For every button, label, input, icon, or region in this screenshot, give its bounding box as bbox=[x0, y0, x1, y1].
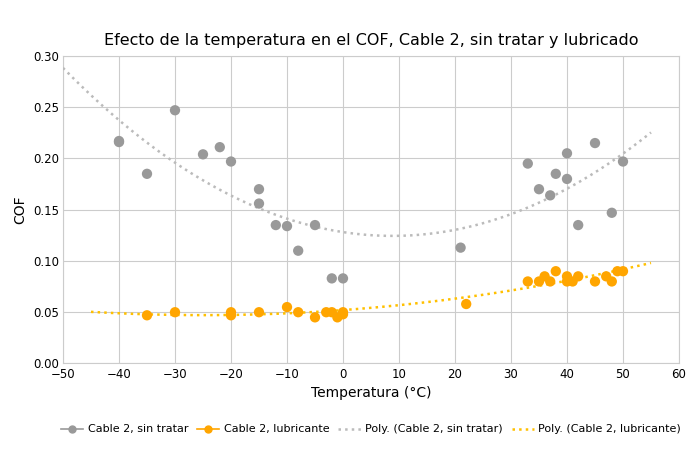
Legend: Cable 2, sin tratar, Cable 2, lubricante, Poly. (Cable 2, sin tratar), Poly. (Ca: Cable 2, sin tratar, Cable 2, lubricante… bbox=[61, 425, 681, 434]
Point bbox=[253, 200, 265, 207]
Point bbox=[461, 300, 472, 308]
Point bbox=[617, 158, 629, 165]
Point bbox=[321, 308, 332, 316]
Point bbox=[337, 274, 349, 282]
Point bbox=[545, 278, 556, 285]
Point bbox=[561, 175, 573, 183]
Point bbox=[225, 312, 237, 319]
Point bbox=[326, 308, 337, 316]
Point bbox=[533, 278, 545, 285]
Point bbox=[225, 308, 237, 316]
Point bbox=[293, 247, 304, 254]
X-axis label: Temperatura (°C): Temperatura (°C) bbox=[311, 386, 431, 400]
Title: Efecto de la temperatura en el COF, Cable 2, sin tratar y lubricado: Efecto de la temperatura en el COF, Cabl… bbox=[104, 33, 638, 48]
Point bbox=[589, 139, 601, 147]
Point bbox=[214, 144, 225, 151]
Point bbox=[522, 160, 533, 167]
Point bbox=[550, 267, 561, 275]
Point bbox=[141, 312, 153, 319]
Point bbox=[573, 221, 584, 229]
Point bbox=[253, 308, 265, 316]
Point bbox=[606, 209, 617, 217]
Point bbox=[293, 308, 304, 316]
Point bbox=[561, 150, 573, 157]
Point bbox=[539, 273, 550, 280]
Point bbox=[545, 192, 556, 199]
Point bbox=[617, 267, 629, 275]
Point bbox=[326, 274, 337, 282]
Point bbox=[550, 170, 561, 178]
Point bbox=[567, 278, 578, 285]
Point bbox=[281, 222, 293, 230]
Point bbox=[337, 310, 349, 318]
Point bbox=[533, 185, 545, 193]
Point bbox=[169, 308, 181, 316]
Point bbox=[337, 308, 349, 316]
Point bbox=[281, 303, 293, 311]
Point bbox=[561, 273, 573, 280]
Point bbox=[561, 278, 573, 285]
Point bbox=[169, 107, 181, 114]
Point bbox=[270, 221, 281, 229]
Point bbox=[522, 278, 533, 285]
Point bbox=[141, 170, 153, 178]
Point bbox=[612, 267, 623, 275]
Point bbox=[332, 314, 343, 321]
Point bbox=[113, 137, 125, 145]
Point bbox=[309, 314, 321, 321]
Y-axis label: COF: COF bbox=[13, 195, 27, 224]
Point bbox=[197, 151, 209, 158]
Point bbox=[573, 273, 584, 280]
Point bbox=[601, 273, 612, 280]
Point bbox=[225, 158, 237, 165]
Point bbox=[253, 185, 265, 193]
Point bbox=[606, 278, 617, 285]
Point bbox=[309, 221, 321, 229]
Point bbox=[455, 244, 466, 251]
Point bbox=[589, 278, 601, 285]
Point bbox=[113, 138, 125, 146]
